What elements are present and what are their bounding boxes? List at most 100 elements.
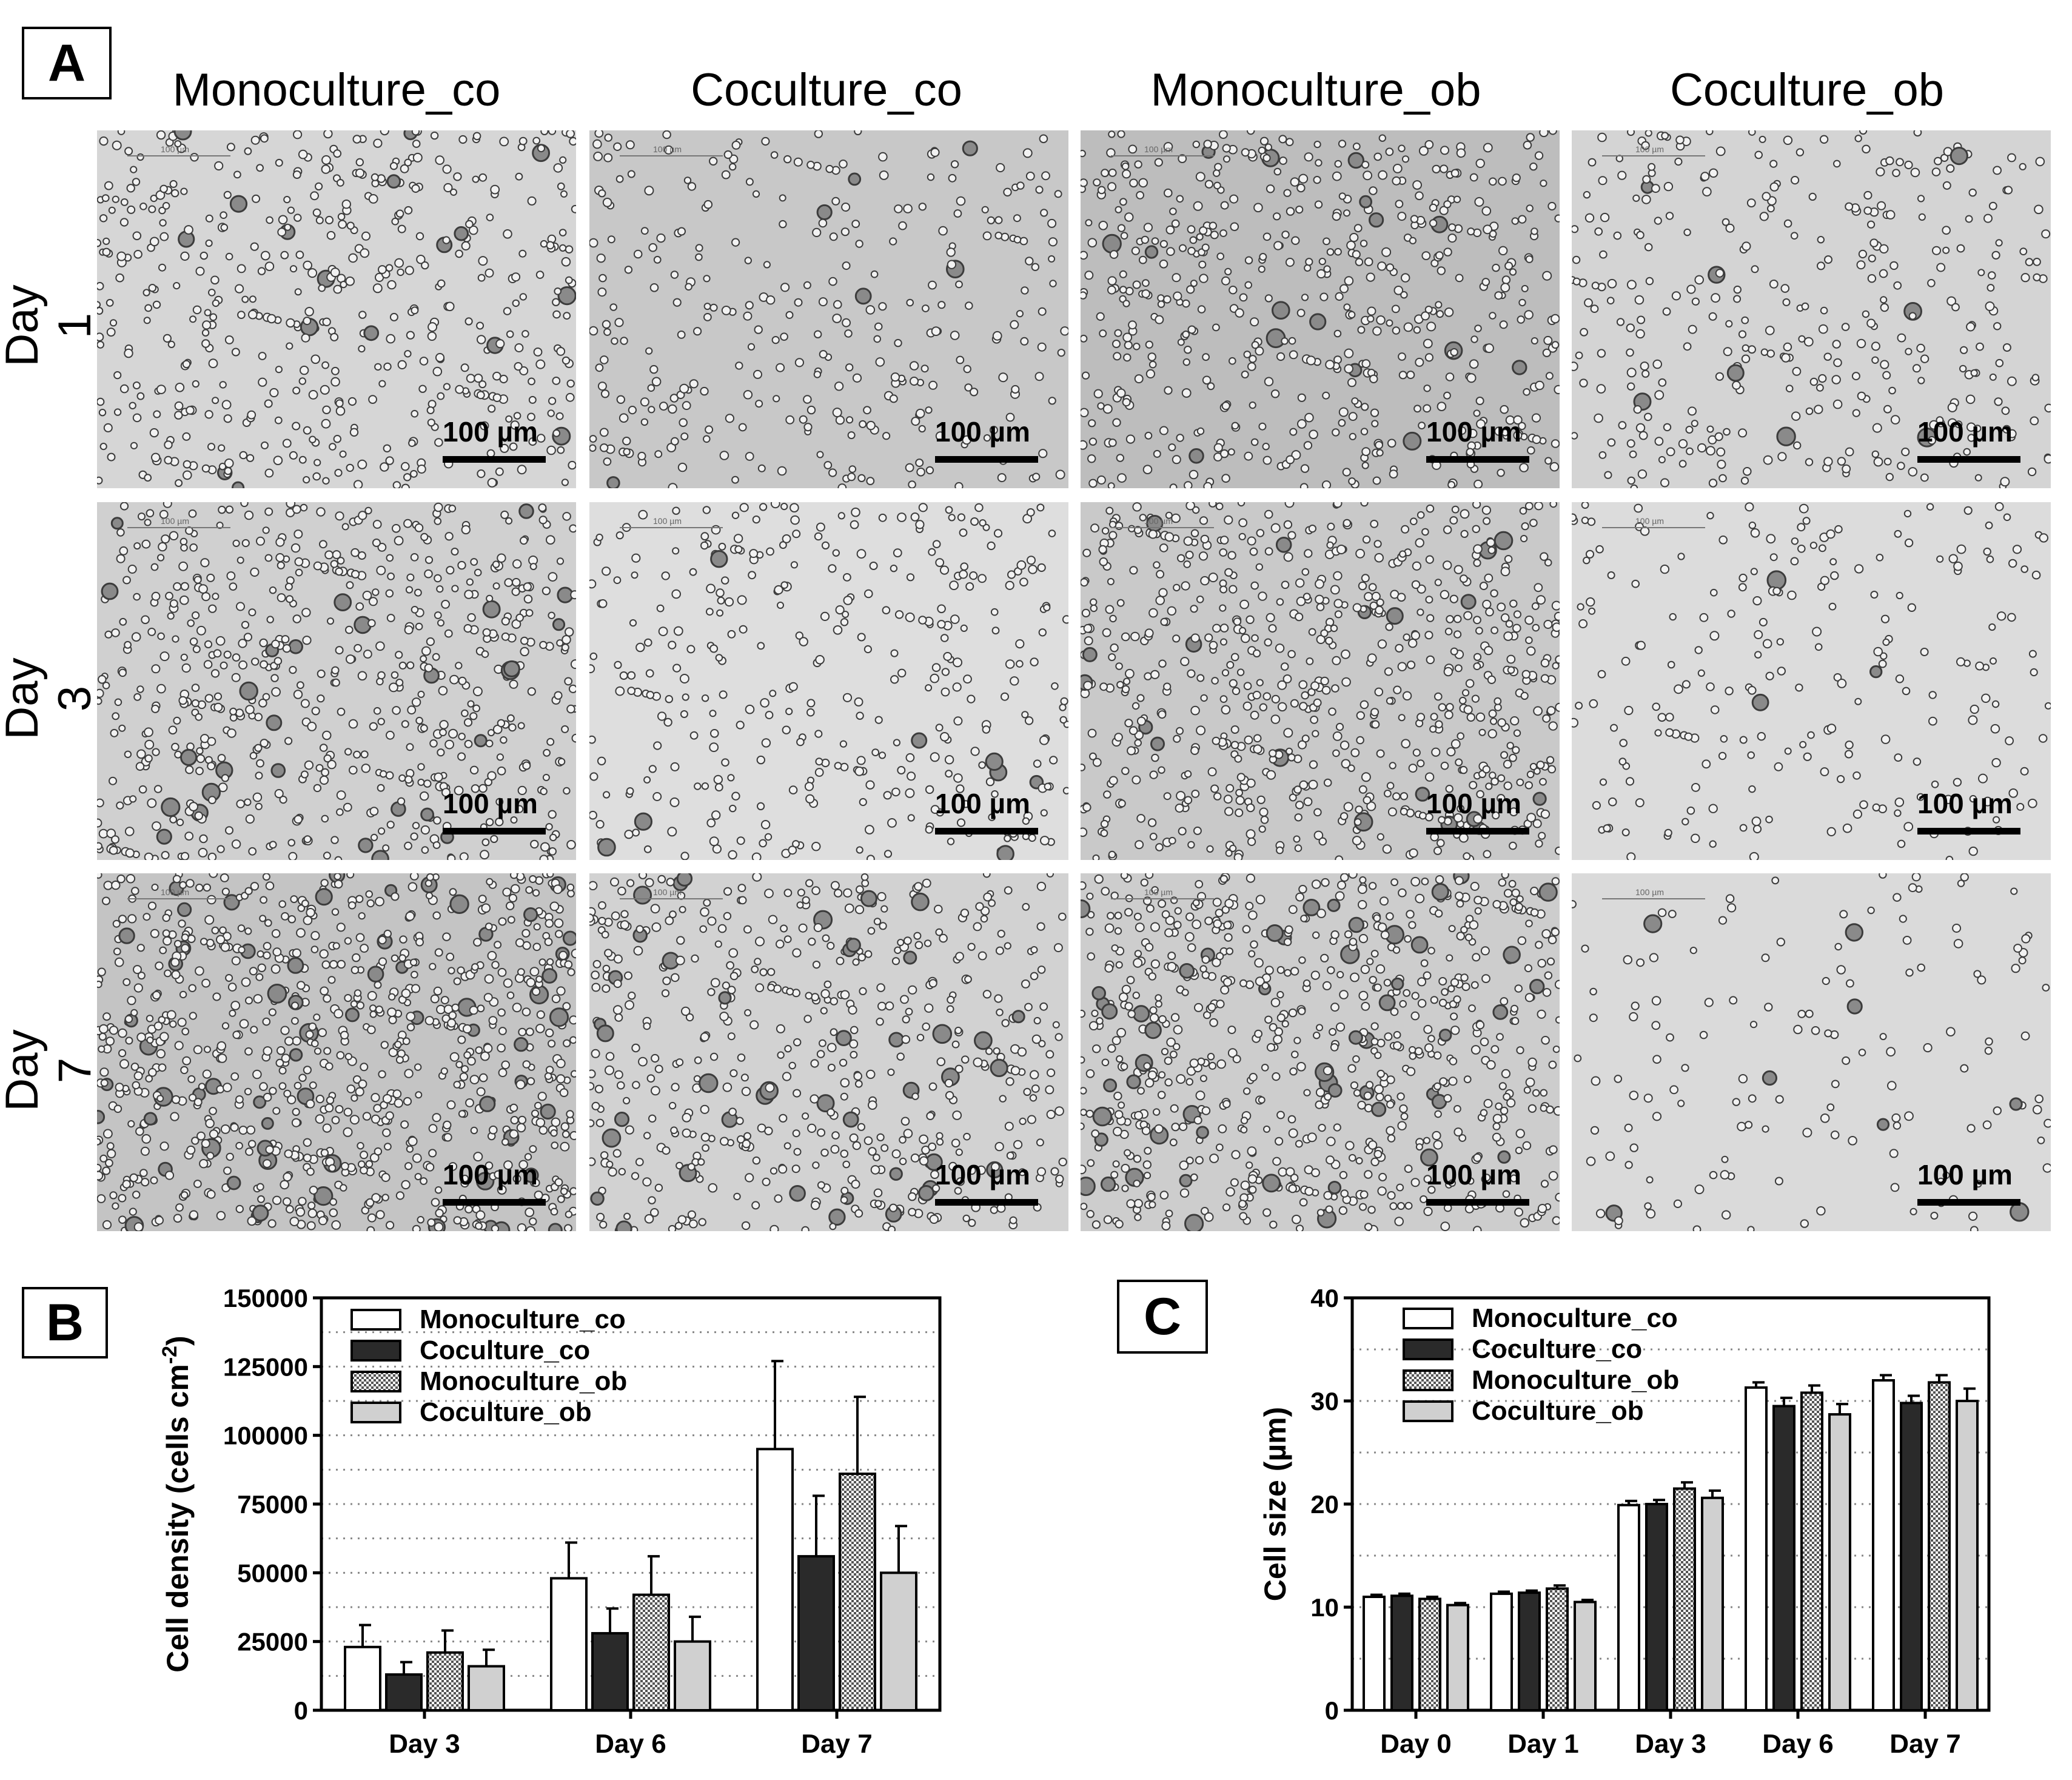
row-title-day-1: Day 1 (0, 284, 101, 367)
legend-label: Monoculture_ob (420, 1366, 627, 1396)
bar-coculture-ob (1828, 1413, 1851, 1711)
bar-monoculture-co (756, 1448, 794, 1711)
bar-coculture-co (1390, 1594, 1413, 1711)
legend-label: Monoculture_ob (1472, 1365, 1679, 1395)
tiny-scale-label: 100 µm (653, 516, 682, 526)
y-tick-label: 150000 (223, 1284, 308, 1312)
legend-label: Coculture_co (1472, 1334, 1642, 1364)
column-title-monoculture-co: Monoculture_co (172, 64, 501, 116)
scale-bar-label: 100 µm (935, 788, 1030, 819)
y-tick-label: 125000 (223, 1352, 308, 1381)
legend-swatch (350, 1402, 401, 1423)
y-tick-label: 0 (1325, 1696, 1339, 1725)
column-title-coculture-ob: Coculture_ob (1669, 64, 1945, 116)
scale-bar-label: 100 µm (1917, 1159, 2013, 1191)
micrograph-cells: 100 µm (1572, 873, 2051, 1231)
micrograph-cells: 100 µm (97, 873, 576, 1231)
bar-monoculture-ob (839, 1473, 876, 1711)
bar-coculture-co (1900, 1402, 1923, 1711)
bar-monoculture-co (550, 1577, 588, 1712)
micrograph-cells: 100 µm (1081, 873, 1560, 1231)
tiny-scale-label: 100 µm (1635, 144, 1664, 154)
bar-coculture-ob (1574, 1600, 1597, 1711)
x-tick-label: Day 7 (801, 1729, 872, 1759)
scale-bar (1917, 456, 2020, 463)
bar-coculture-co (1645, 1503, 1668, 1711)
bar-coculture-co (385, 1673, 423, 1711)
scale-bar (935, 828, 1038, 835)
legend-swatch (1403, 1308, 1453, 1329)
panel-b-letter: B (22, 1287, 108, 1359)
micrograph-1-0: 100 µm 100 µm (97, 502, 576, 860)
bar-coculture-co (797, 1555, 835, 1711)
tiny-scale-label: 100 µm (161, 144, 189, 154)
y-axis-label-end: ) (161, 1335, 195, 1346)
y-tick-label: 10 (1310, 1593, 1339, 1622)
micrograph-cells: 100 µm (1572, 130, 2051, 488)
scale-bar-label: 100 µm (935, 416, 1030, 448)
panel-c-letter: C (1117, 1280, 1208, 1354)
y-tick-label: 40 (1310, 1284, 1339, 1312)
micrograph-2-0: 100 µm 100 µm (97, 873, 576, 1231)
micrograph-cells: 100 µm (1081, 502, 1560, 860)
tiny-scale-label: 100 µm (653, 144, 682, 154)
micrograph-0-0: 100 µm 100 µm (97, 130, 576, 488)
x-tick-label: Day 1 (1507, 1729, 1578, 1759)
bar-monoculture-ob (1546, 1587, 1569, 1712)
legend-label: Coculture_co (420, 1335, 590, 1365)
scale-bar (443, 828, 546, 835)
y-tick-label: 50000 (237, 1559, 308, 1587)
column-title-coculture-co: Coculture_co (691, 64, 962, 116)
micrograph-2-3: 100 µm 100 µm (1572, 873, 2051, 1231)
micrograph-cells: 100 µm (97, 130, 576, 488)
micrograph-cells: 100 µm (589, 873, 1067, 1231)
scale-bar (443, 1199, 546, 1206)
bar-coculture-ob (1956, 1400, 1979, 1711)
legend-swatch (350, 1371, 401, 1392)
scale-bar (1917, 1199, 2020, 1206)
x-tick-label: Day 3 (1635, 1729, 1706, 1759)
legend-label: Coculture_ob (1472, 1396, 1644, 1426)
micrograph-0-2: 100 µm 100 µm (1081, 130, 1560, 488)
legend-swatch (350, 1340, 401, 1362)
y-tick-label: 0 (294, 1696, 308, 1725)
x-tick-label: Day 3 (389, 1729, 460, 1759)
y-tick-label: 20 (1310, 1490, 1339, 1519)
bar-monoculture-ob (1800, 1391, 1823, 1711)
scale-bar (1426, 828, 1529, 835)
scale-bar-label: 100 µm (1426, 416, 1521, 448)
scale-bar (1426, 456, 1529, 463)
bar-monoculture-co (1872, 1379, 1895, 1711)
micrograph-cells: 100 µm (97, 502, 576, 860)
bar-coculture-ob (880, 1571, 917, 1712)
y-tick-label: 25000 (237, 1628, 308, 1656)
bar-monoculture-ob (1928, 1381, 1951, 1711)
tiny-scale-label: 100 µm (1144, 516, 1173, 526)
bar-monoculture-ob (632, 1593, 670, 1711)
x-tick-label: Day 6 (1762, 1729, 1833, 1759)
y-tick-label: 75000 (237, 1490, 308, 1519)
legend-swatch (1403, 1400, 1453, 1422)
bar-monoculture-ob (1673, 1487, 1696, 1711)
micrograph-2-2: 100 µm 100 µm (1081, 873, 1560, 1231)
micrograph-cells: 100 µm (1081, 130, 1560, 488)
legend-swatch (1403, 1369, 1453, 1391)
x-tick-label: Day 7 (1889, 1729, 1960, 1759)
scale-bar (443, 456, 546, 463)
y-axis-label-sup: -2 (158, 1346, 181, 1364)
bar-coculture-ob (468, 1665, 505, 1712)
tiny-scale-label: 100 µm (161, 516, 189, 526)
panel-a-letter-text: A (47, 33, 86, 92)
y-tick-label: 100000 (223, 1422, 308, 1450)
micrograph-2-1: 100 µm 100 µm (589, 873, 1068, 1231)
legend-label: Monoculture_co (1472, 1303, 1678, 1333)
x-tick-label: Day 0 (1380, 1729, 1451, 1759)
scale-bar (935, 456, 1038, 463)
y-axis-label: Cell size (µm) (1258, 1407, 1292, 1602)
bar-monoculture-co (1745, 1386, 1768, 1711)
bar-coculture-co (1772, 1405, 1795, 1711)
panel-c-letter-text: C (1143, 1287, 1182, 1346)
scale-bar (1917, 828, 2020, 835)
micrograph-cells: 100 µm (1572, 502, 2051, 860)
scale-bar-label: 100 µm (1426, 788, 1521, 819)
